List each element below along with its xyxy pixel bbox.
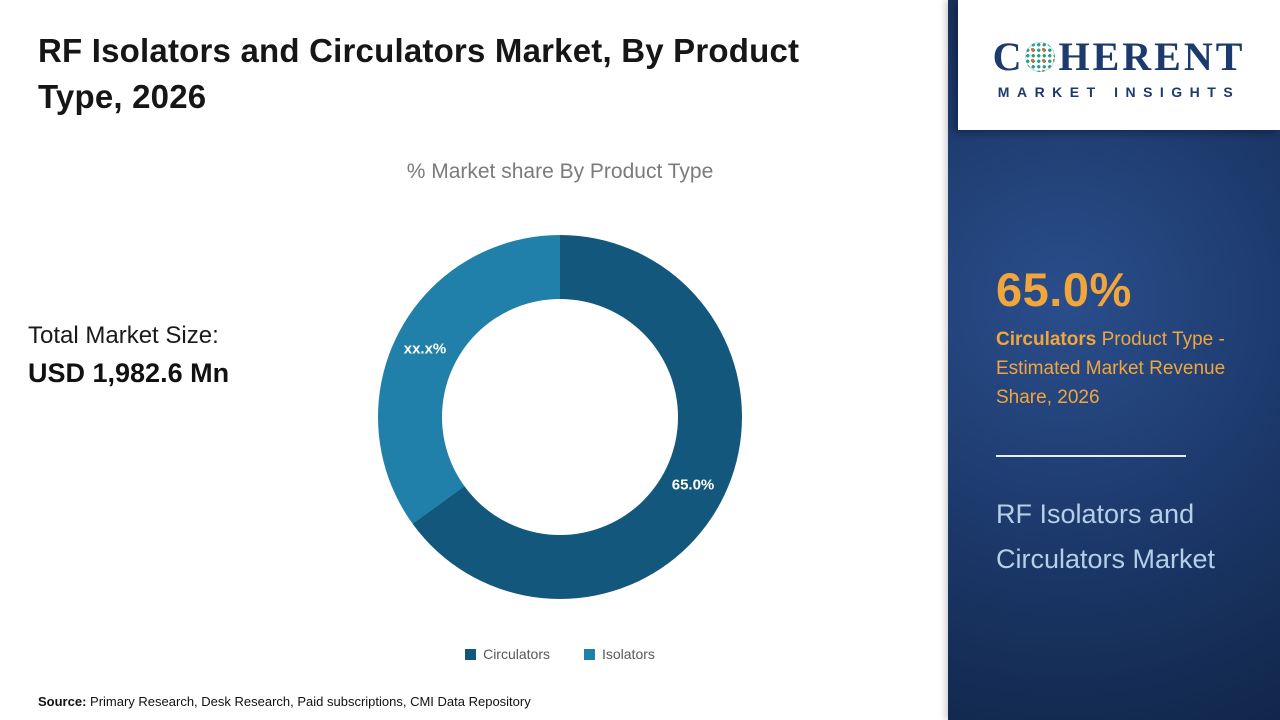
- chart-legend: Circulators Isolators: [186, 646, 934, 662]
- brand-logo-wordmark: C HERENT: [992, 33, 1246, 79]
- page-title: RF Isolators and Circulators Market, By …: [38, 32, 800, 115]
- chart-subtitle: % Market share By Product Type: [406, 160, 714, 183]
- legend-label: Isolators: [601, 646, 655, 662]
- legend-swatch: [465, 648, 477, 660]
- stat-description-rest: Product Type - Estimated Market Revenue …: [996, 329, 1226, 408]
- total-market-label: Total Market Size:: [28, 322, 219, 349]
- source-text: Primary Research, Desk Research, Paid su…: [86, 694, 531, 709]
- slice-label-isolators: xx.x%: [403, 340, 447, 358]
- panel-divider: [996, 455, 1186, 457]
- legend-item-isolators: Isolators: [583, 646, 655, 662]
- legend-item-circulators: Circulators: [465, 646, 550, 662]
- total-market-value: USD 1,982.6 Mn: [28, 358, 230, 388]
- stat-value: 65.0%: [996, 263, 1132, 316]
- brand-logo-tagline: MARKET INSIGHTS: [997, 83, 1241, 100]
- source-line: Source: Primary Research, Desk Research,…: [38, 694, 531, 709]
- side-panel: C HERENT MARKET INSIGHTS 65.0% Circulator…: [948, 0, 1280, 720]
- logo-letters-rest: HERENT: [1058, 33, 1246, 79]
- total-market-block: Total Market Size: USD 1,982.6 Mn: [28, 322, 229, 389]
- stat-description: Circulators Product Type - Estimated Mar…: [996, 325, 1258, 412]
- logo-letter-c: C: [992, 33, 1025, 79]
- donut-hole: [442, 299, 678, 535]
- brand-logo: C HERENT MARKET INSIGHTS: [958, 0, 1280, 130]
- legend-swatch: [583, 648, 595, 660]
- chart-area: RF Isolators and Circulators Market, By …: [28, 32, 934, 709]
- slice-label-circulators: 65.0%: [671, 476, 715, 494]
- donut-chart: 65.0% xx.x%: [378, 235, 742, 599]
- legend-label: Circulators: [483, 646, 550, 662]
- donut-chart-wrap: 65.0% xx.x%: [378, 235, 742, 599]
- globe-icon: [1025, 41, 1056, 72]
- panel-market-name: RF Isolators and Circulators Market: [996, 499, 1216, 574]
- stat-description-bold: Circulators: [996, 329, 1097, 350]
- source-label: Source:: [38, 694, 87, 709]
